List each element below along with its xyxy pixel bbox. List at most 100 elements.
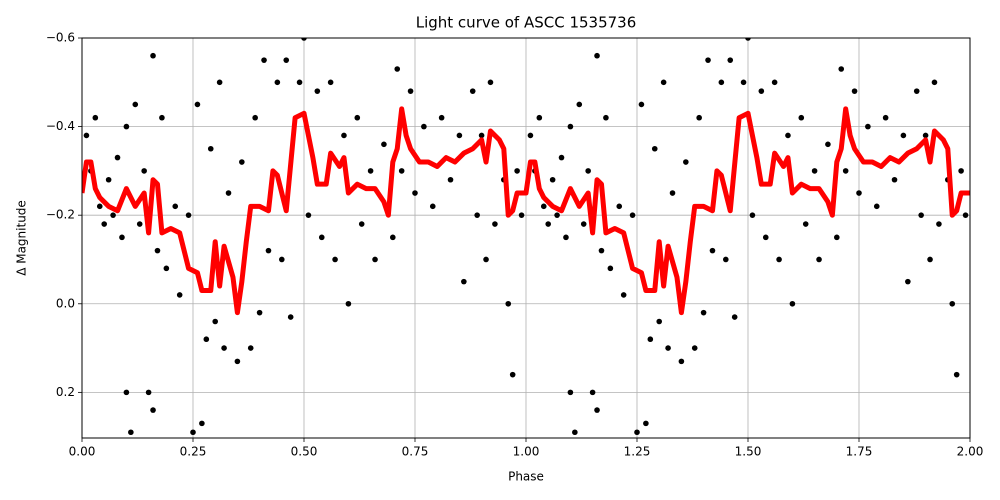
x-tick-label: 1.00 <box>513 445 540 459</box>
data-point <box>447 176 454 183</box>
data-point <box>327 79 334 86</box>
data-point <box>225 190 232 196</box>
data-point <box>394 66 401 72</box>
x-tick-label: 1.50 <box>735 445 762 459</box>
data-point <box>190 429 196 436</box>
data-point <box>301 38 307 41</box>
data-point <box>128 429 134 436</box>
data-point <box>927 256 933 263</box>
data-point <box>656 318 662 325</box>
data-point <box>900 132 907 139</box>
data-point <box>176 292 183 298</box>
x-tick-label: 2.00 <box>957 445 984 459</box>
data-point <box>163 265 170 272</box>
data-point <box>483 256 489 263</box>
data-point <box>838 66 845 72</box>
data-point <box>407 88 414 94</box>
data-point <box>834 234 840 241</box>
data-point <box>390 234 396 241</box>
data-point <box>749 212 756 218</box>
data-point <box>651 145 658 152</box>
data-point <box>594 407 600 413</box>
data-point <box>279 256 285 263</box>
data-point <box>421 123 427 130</box>
x-tick-label: 0.00 <box>69 445 96 459</box>
data-point <box>683 159 689 165</box>
data-point <box>882 114 889 121</box>
data-point <box>212 318 218 325</box>
data-point <box>643 420 649 427</box>
data-point <box>913 88 920 94</box>
data-point <box>905 278 911 285</box>
data-point <box>745 38 751 41</box>
y-tick-label: −0.6 <box>46 31 75 45</box>
data-point <box>554 212 560 218</box>
data-point <box>536 114 543 121</box>
y-tick-label: −0.2 <box>46 208 75 222</box>
data-point <box>381 141 387 148</box>
data-point <box>700 309 707 316</box>
data-point <box>567 389 574 396</box>
data-point <box>873 203 880 210</box>
data-point <box>758 88 765 94</box>
data-point <box>332 256 338 263</box>
chart-title: Light curve of ASCC 1535736 <box>416 14 637 32</box>
data-point <box>891 176 898 183</box>
data-point <box>265 247 272 254</box>
data-point <box>256 309 263 316</box>
data-point <box>798 114 805 121</box>
data-point <box>638 101 645 108</box>
data-point <box>159 114 165 121</box>
data-point <box>367 168 374 174</box>
data-point <box>110 212 116 218</box>
data-point <box>185 212 192 218</box>
data-point <box>678 358 685 365</box>
data-point <box>318 234 325 241</box>
data-point <box>731 314 738 320</box>
data-point <box>469 88 476 94</box>
data-point <box>150 407 156 413</box>
data-point <box>372 256 378 263</box>
data-point <box>514 168 520 174</box>
x-axis-label: Phase <box>508 470 544 484</box>
data-point <box>398 168 405 174</box>
data-point <box>802 221 809 227</box>
data-point <box>101 221 107 227</box>
data-point <box>123 123 130 130</box>
data-point <box>429 203 436 210</box>
data-point <box>589 389 596 396</box>
data-point <box>705 57 711 63</box>
data-point <box>603 114 609 121</box>
data-point <box>234 358 241 365</box>
data-point <box>540 203 547 210</box>
data-point <box>221 345 227 351</box>
data-point <box>594 52 600 59</box>
data-point <box>207 145 214 152</box>
data-point <box>665 345 671 351</box>
data-point <box>492 221 498 227</box>
data-point <box>172 203 179 210</box>
data-point <box>136 221 143 227</box>
data-point <box>669 190 676 196</box>
data-point <box>314 88 321 94</box>
data-point <box>358 221 365 227</box>
data-point <box>740 79 747 86</box>
x-tick-label: 0.50 <box>291 445 318 459</box>
data-point <box>816 256 822 263</box>
data-point <box>647 336 654 343</box>
data-point <box>474 212 480 218</box>
data-point <box>145 389 152 396</box>
data-point <box>549 176 556 183</box>
data-point <box>723 256 729 263</box>
data-point <box>572 429 578 436</box>
data-point <box>851 88 858 94</box>
data-point <box>931 79 938 86</box>
data-point <box>123 389 130 396</box>
data-point <box>776 256 782 263</box>
data-point <box>274 79 281 86</box>
data-point <box>354 114 361 121</box>
data-point <box>478 132 485 139</box>
data-point <box>252 114 258 121</box>
data-point <box>567 123 574 130</box>
data-point <box>785 132 791 139</box>
